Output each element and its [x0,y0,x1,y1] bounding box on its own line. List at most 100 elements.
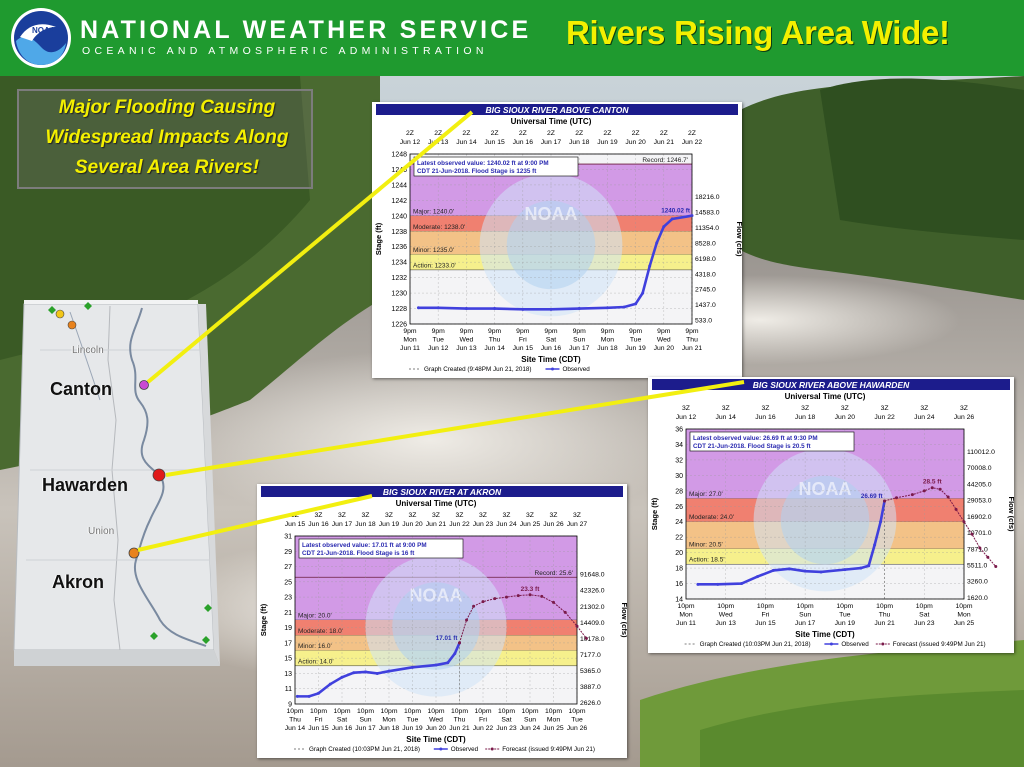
bottom-tick-label: Wed [657,337,671,344]
top-tick-label: Jun 18 [355,521,376,528]
top-tick-label: 3Z [761,405,769,412]
bottom-tick-label: Jun 12 [428,345,449,352]
y-tick-label: 36 [675,427,683,434]
flow-tick-label: 11354.0 [695,225,719,232]
stage-label-moderate: Moderate: 24.0' [689,514,734,521]
top-tick-label: 2Z [406,130,414,137]
bottom-axis-title: Site Time (CDT) [406,735,466,744]
observed-point [577,307,581,311]
observed-point [662,225,666,229]
forecast-point [528,593,532,597]
bottom-tick-label: Jun 17 [569,345,590,352]
top-tick-label: 3Z [682,405,690,412]
forecast-point [986,555,990,559]
bottom-tick-label: 10pm [836,603,853,610]
y2-axis-title: Flow (cfs) [620,603,627,639]
flow-tick-label: 14409.0 [580,620,605,627]
latest-observed-text: Latest observed value: 17.01 ft at 9:00 … [302,542,427,549]
chart-canton: BIG SIOUX RIVER ABOVE CANTON Universal Ti… [372,102,742,378]
y-tick-label: 17 [284,640,292,647]
bottom-tick-label: Jun 23 [914,620,935,627]
top-tick-label: Jun 20 [835,414,856,421]
bottom-tick-label: Jun 15 [755,620,776,627]
record-label: Record: 25.6' [535,570,573,577]
flow-tick-label: 533.0 [695,318,712,325]
y-tick-label: 22 [675,535,683,542]
top-axis-title: Universal Time (UTC) [785,392,866,401]
noaa-logo-text: NOAA [32,26,56,35]
observed-point [641,291,645,295]
bottom-tick-label: Jun 21 [874,620,895,627]
top-tick-label: Jun 22 [874,414,895,421]
top-tick-label: 2Z [660,130,668,137]
top-tick-label: 3Z [291,512,299,519]
stage-label-major: Major: 20.0' [298,613,332,620]
noaa-watermark-text: NOAA [799,479,852,499]
forecast-point [883,499,887,503]
legend-created-text: Graph Created (9:48PM Jun 21, 2018) [424,366,531,373]
legend-forecast-text: Forecast (issued 9:49PM Jun 21) [502,746,595,753]
callout-box: Major Flooding Causing Widespread Impact… [17,89,313,189]
bottom-tick-label: Sun [524,717,536,724]
top-tick-label: Jun 13 [428,139,449,146]
observed-value-label: 26.69 ft [861,493,884,500]
bottom-tick-label: 10pm [545,708,562,715]
forecast-point [505,595,508,599]
bottom-tick-label: Jun 13 [716,620,737,627]
bottom-tick-label: Sat [919,612,929,619]
bottom-tick-label: Jun 18 [379,725,400,732]
observed-point [453,652,457,656]
noaa-watermark-icon [780,475,870,565]
top-tick-label: 3Z [315,512,323,519]
flow-tick-label: 6198.0 [695,256,716,263]
observed-point [307,694,311,698]
top-tick-label: Jun 20 [625,139,646,146]
observed-value-label: 17.01 ft [436,635,459,642]
bottom-tick-label: 10pm [286,708,303,715]
map-place-label: Lincoln [72,345,104,356]
y-tick-label: 18 [675,566,683,573]
top-tick-label: Jun 17 [332,521,353,528]
bottom-tick-label: Thu [454,717,466,724]
y-tick-label: 26 [675,504,683,511]
observed-point [605,306,609,310]
callout-line-2: Widespread Impacts Along [45,127,289,148]
flow-tick-label: 7177.0 [580,652,601,659]
top-tick-label: 3Z [573,512,581,519]
top-tick-label: Jun 12 [676,414,697,421]
top-tick-label: Jun 15 [285,521,306,528]
y-tick-label: 1230 [391,291,407,298]
observed-point [867,564,871,568]
y-tick-label: 28 [675,488,683,495]
top-tick-label: 3Z [456,512,464,519]
stage-label-action: Action: 18.5' [689,557,725,564]
top-tick-label: 2Z [547,130,555,137]
top-tick-label: 2Z [519,130,527,137]
y2-axis-title: Flow (cfs) [1007,497,1014,533]
bottom-tick-label: Tue [630,337,642,344]
bottom-tick-label: 10pm [310,708,327,715]
forecast-point [894,496,898,500]
latest-observed-text: Latest observed value: 1240.02 ft at 9:0… [417,160,549,167]
forecast-point [946,495,950,499]
y-tick-label: 29 [284,549,292,556]
bottom-tick-label: Mon [679,612,692,619]
forecast-point [954,507,958,511]
plot-frame [294,535,578,705]
y-tick-label: 24 [675,519,683,526]
bottom-tick-label: Jun 20 [426,725,447,732]
bottom-tick-label: Jun 13 [456,345,477,352]
observed-point [411,665,414,669]
observed-point [670,217,674,221]
flow-tick-label: 7871.0 [967,546,988,553]
flow-tick-label: 21302.0 [580,604,605,611]
top-tick-label: Jun 25 [520,521,541,528]
stage-label-minor: Minor: 1235.0' [413,247,454,254]
bottom-tick-label: Jun 14 [484,345,505,352]
top-tick-label: Jun 21 [654,139,675,146]
top-tick-label: Jun 19 [379,521,400,528]
top-tick-label: Jun 22 [682,139,703,146]
y-tick-label: 9 [288,702,292,709]
bottom-tick-label: Jun 25 [954,620,975,627]
observed-point [859,566,863,570]
